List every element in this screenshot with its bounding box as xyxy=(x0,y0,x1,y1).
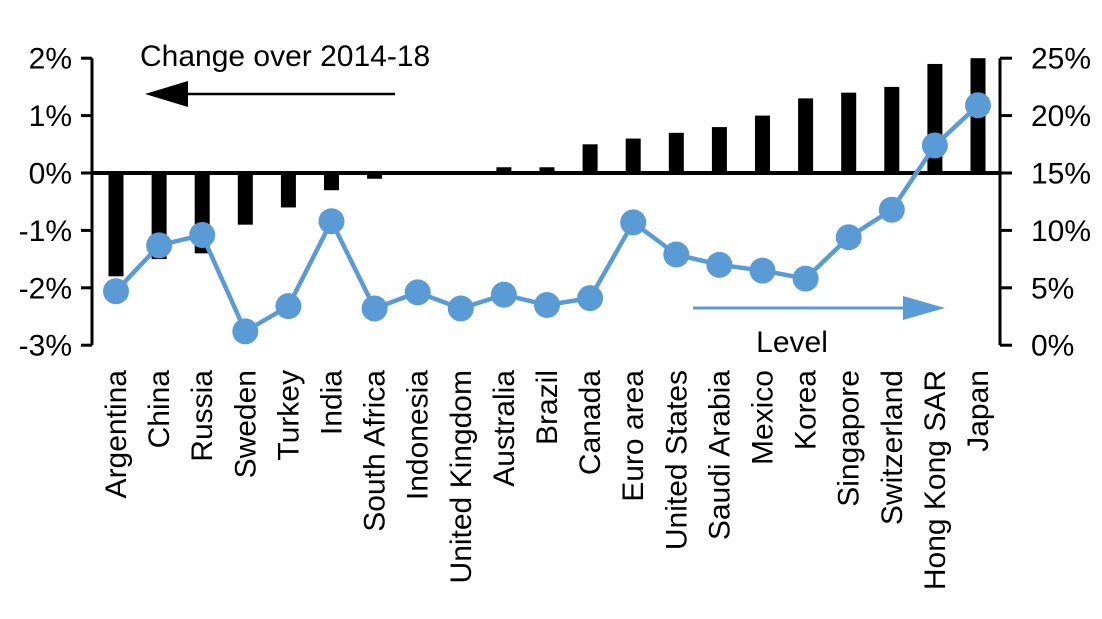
bar-sweden xyxy=(237,173,253,225)
category-label-turkey: Turkey xyxy=(272,370,305,461)
bar-united-states xyxy=(668,132,684,173)
line-marker-sweden xyxy=(232,318,259,345)
bar-euro-area xyxy=(625,138,641,173)
left-arrow-icon xyxy=(145,81,188,107)
category-label-canada: Canada xyxy=(574,370,607,475)
category-label-korea: Korea xyxy=(790,370,823,450)
category-label-russia: Russia xyxy=(186,370,219,462)
bar-brazil xyxy=(539,167,555,173)
category-label-united-kingdom: United Kingdom xyxy=(445,370,478,583)
bar-mexico xyxy=(755,115,770,173)
right-arrow-icon xyxy=(903,296,945,320)
line-marker-korea xyxy=(792,265,819,292)
left-axis-tick-label: 1% xyxy=(29,100,72,133)
category-label-singapore: Singapore xyxy=(833,370,866,507)
line-marker-indonesia xyxy=(404,279,431,306)
category-label-hong-kong-sar: Hong Kong SAR xyxy=(919,370,952,590)
line-marker-south-africa xyxy=(361,295,388,322)
bar-india xyxy=(324,173,339,191)
left-axis-tick-label: -3% xyxy=(19,330,72,363)
category-label-argentina: Argentina xyxy=(100,370,133,499)
category-label-sweden: Sweden xyxy=(229,370,262,478)
category-label-mexico: Mexico xyxy=(747,370,780,465)
change-annotation-label: Change over 2014-18 xyxy=(140,40,430,73)
line-marker-australia xyxy=(490,281,517,308)
line-marker-euro-area xyxy=(620,209,647,236)
category-label-brazil: Brazil xyxy=(531,370,564,445)
category-label-euro-area: Euro area xyxy=(617,370,650,502)
line-marker-brazil xyxy=(534,292,560,319)
line-marker-india xyxy=(318,208,345,235)
right-axis-tick-label: 10% xyxy=(1031,215,1091,248)
category-label-japan: Japan xyxy=(962,370,995,452)
bar-australia xyxy=(496,167,512,173)
right-axis-tick-label: 5% xyxy=(1031,272,1074,305)
line-marker-hong-kong-sar xyxy=(921,132,948,159)
line-marker-japan xyxy=(965,92,991,119)
line-marker-united-states xyxy=(663,241,690,268)
bar-singapore xyxy=(841,92,857,173)
bar-south-africa xyxy=(367,173,383,179)
line-marker-russia xyxy=(189,221,216,248)
category-label-indonesia: Indonesia xyxy=(402,370,435,500)
right-axis-tick-label: 15% xyxy=(1031,158,1091,191)
right-axis-tick-label: 25% xyxy=(1031,43,1091,76)
left-axis-tick-label: -1% xyxy=(19,215,72,248)
left-axis-tick-label: 0% xyxy=(29,158,72,191)
left-axis-tick-label: 2% xyxy=(29,43,72,76)
bar-korea xyxy=(798,98,814,173)
line-marker-switzerland xyxy=(878,196,905,223)
category-label-china: China xyxy=(143,370,176,449)
line-marker-argentina xyxy=(103,278,129,305)
line-marker-mexico xyxy=(749,257,776,284)
level-annotation-label: Level xyxy=(756,326,828,359)
line-marker-turkey xyxy=(275,293,302,320)
category-label-india: India xyxy=(316,370,349,435)
left-axis-tick-label: -2% xyxy=(19,272,72,305)
bar-switzerland xyxy=(884,86,900,173)
category-label-australia: Australia xyxy=(488,370,521,487)
category-label-united-states: United States xyxy=(660,370,693,550)
line-marker-singapore xyxy=(835,224,862,251)
line-marker-saudi-arabia xyxy=(706,251,733,278)
bar-saudi-arabia xyxy=(711,127,727,173)
category-label-south-africa: South Africa xyxy=(359,370,392,532)
right-axis-tick-label: 20% xyxy=(1031,100,1091,133)
category-label-switzerland: Switzerland xyxy=(876,370,909,525)
right-axis-tick-label: 0% xyxy=(1031,330,1074,363)
line-marker-united-kingdom xyxy=(447,295,474,322)
bar-turkey xyxy=(280,173,296,208)
bar-argentina xyxy=(108,173,124,277)
category-label-saudi-arabia: Saudi Arabia xyxy=(703,370,736,540)
line-marker-china xyxy=(146,232,173,259)
line-marker-canada xyxy=(577,285,604,312)
bar-canada xyxy=(582,144,598,173)
